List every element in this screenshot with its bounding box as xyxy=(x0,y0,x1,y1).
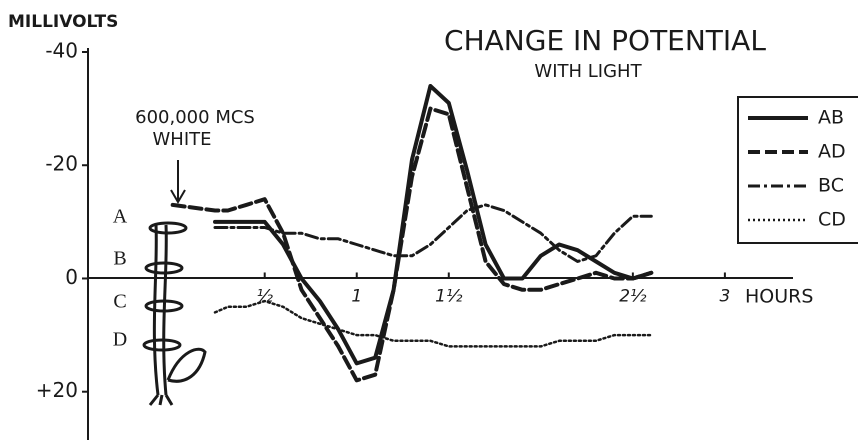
x-axis-label: HOURS xyxy=(745,286,813,308)
leaf xyxy=(168,349,205,381)
x-tick-label: 1½ xyxy=(435,286,463,306)
legend-label: AD xyxy=(818,141,846,163)
x-tick-label: 1 xyxy=(351,286,362,306)
arrow xyxy=(171,160,185,202)
x-tick-label: 2½ xyxy=(619,286,647,306)
legend-label: CD xyxy=(818,209,846,231)
roots xyxy=(150,395,172,405)
electrode-ring xyxy=(144,340,180,350)
chart-title: CHANGE IN POTENTIAL xyxy=(444,24,766,57)
plant-label: D xyxy=(113,329,127,351)
y-tick-label: +20 xyxy=(36,378,78,402)
annotation: WHITE xyxy=(152,129,211,150)
plant-drawing xyxy=(144,223,205,405)
y-tick-label: -20 xyxy=(45,152,78,176)
plant-label: A xyxy=(113,206,128,228)
x-tick-label: 3 xyxy=(719,286,730,306)
plant-label: C xyxy=(113,291,126,313)
annotation: 600,000 MCS xyxy=(135,107,255,128)
legend-label: BC xyxy=(818,175,844,197)
y-tick-label: -40 xyxy=(45,39,78,63)
y-tick-label: 0 xyxy=(65,265,78,289)
electrode-ring xyxy=(146,263,182,273)
plant-label: B xyxy=(113,248,126,270)
legend-label: AB xyxy=(818,107,844,129)
chart: MILLIVOLTS CHANGE IN POTENTIAL WITH LIGH… xyxy=(0,0,858,440)
chart-subtitle: WITH LIGHT xyxy=(534,61,642,82)
y-axis-label: MILLIVOLTS xyxy=(8,12,118,32)
series-line xyxy=(215,301,651,346)
